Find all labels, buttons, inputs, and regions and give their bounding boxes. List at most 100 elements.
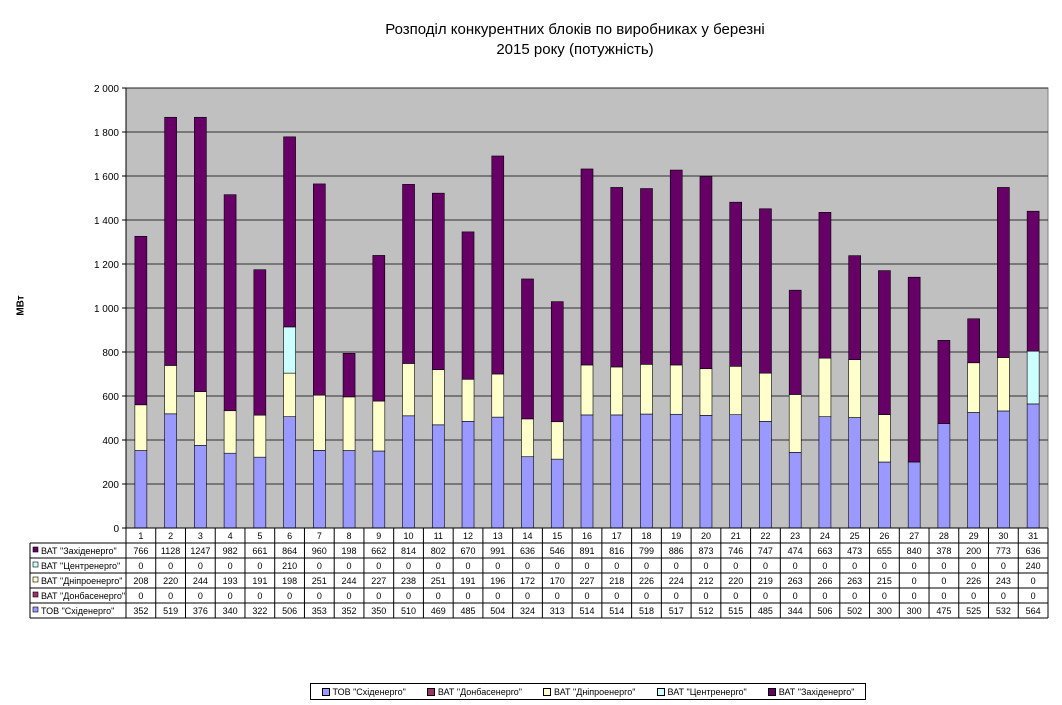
table-cell-value: 0 [882,591,887,601]
bar-segment [402,363,415,417]
x-category-label: 30 [998,531,1008,541]
y-tick-label: 1 400 [94,216,119,227]
table-cell-value: 655 [877,546,892,556]
table-cell-value: 670 [461,546,476,556]
table-cell-value: 799 [639,546,654,556]
bar-segment [878,270,891,416]
y-tick-label: 1 000 [94,304,119,315]
bar-segment [372,400,386,452]
legend-item: ВАТ "Донбасенерго" [426,687,522,697]
table-cell-value: 0 [525,561,530,571]
table-cell-value: 344 [788,606,803,616]
table-series-key [32,591,39,598]
bar-segment [491,416,505,529]
legend-swatch [656,687,665,696]
bar-segment [134,235,148,406]
table-cell-value: 0 [584,591,589,601]
table-cell-value: 0 [733,561,738,571]
table-cell-value: 227 [579,576,594,586]
table-series-key [32,546,39,553]
x-category-label: 26 [879,531,889,541]
table-cell-value: 0 [793,591,798,601]
bar-segment [788,452,802,529]
bar-segment [729,201,743,367]
chart-title: Розподіл конкурентних блоків по виробник… [300,20,850,60]
legend-item: ТОВ "Східенерго" [321,687,406,697]
bar-segment [1026,403,1040,529]
x-category-label: 11 [434,531,443,541]
table-cell-value: 0 [882,561,887,571]
bar-segment [283,416,296,529]
table-cell-value: 504 [490,606,505,616]
table-cell-value: 0 [376,591,381,601]
table-cell-value: 0 [525,591,530,601]
table-series-label: ВАТ "Донбасенерго" [41,591,125,601]
x-category-label: 27 [909,531,919,541]
bar-segment [521,456,534,529]
table-cell-value: 747 [758,546,773,556]
table-cell-value: 0 [763,561,768,571]
table-cell-value: 506 [817,606,832,616]
bar-segment [759,372,772,422]
table-cell-value: 864 [282,546,297,556]
x-category-label: 24 [820,531,830,541]
x-category-label: 19 [671,531,681,541]
table-cell-value: 0 [495,591,500,601]
table-series-label: ВАТ "Дніпроенерго" [41,576,122,586]
table-cell-value: 532 [996,606,1011,616]
legend-swatch [767,687,776,696]
bar-segment [937,340,951,424]
table-cell-value: 218 [609,576,624,586]
bar-segment [550,458,564,529]
chart-title-line1: Розподіл конкурентних блоків по виробник… [385,21,765,38]
table-cell-value: 469 [431,606,446,616]
table-cell-value: 1247 [190,546,210,556]
table-cell-value: 200 [966,546,981,556]
bar-segment [402,415,415,529]
x-category-label: 5 [257,531,262,541]
table-cell-value: 224 [669,576,684,586]
table-cell-value: 0 [138,561,143,571]
table-cell-value: 0 [852,591,857,601]
bar-segment [997,187,1010,358]
legend-item: ВАТ "Західенерго" [767,687,854,697]
bar-segment [253,414,267,458]
bar-segment [164,365,177,415]
bar-segment [431,192,445,370]
bar-segment [640,188,653,365]
bar-segment [1026,350,1040,405]
table-cell-value: 0 [1001,561,1006,571]
table-cell-value: 191 [461,576,476,586]
legend-swatch [321,687,330,696]
table-cell-value: 0 [971,591,976,601]
table-series-key [32,576,39,583]
table-cell-value: 0 [644,561,649,571]
table-cell-value: 352 [133,606,148,616]
table-cell-value: 525 [966,606,981,616]
table-cell-value: 766 [133,546,148,556]
table-cell-value: 263 [788,576,803,586]
table-cell-value: 802 [431,546,446,556]
table-series-key [32,606,39,613]
table-cell-value: 0 [168,561,173,571]
bar-segment [848,359,861,418]
table-cell-value: 840 [907,546,922,556]
table-cell-value: 991 [490,546,505,556]
table-cell-value: 0 [1031,591,1036,601]
bar-segment [937,423,951,529]
table-cell-value: 0 [912,591,917,601]
bar-segment [580,414,594,529]
bar-segment [223,194,237,412]
table-cell-value: 0 [763,591,768,601]
x-category-label: 28 [939,531,949,541]
bar-segment [967,362,980,413]
y-tick-label: 800 [102,348,119,359]
legend-label: ВАТ "Центренерго" [667,686,747,697]
table-cell-value: 475 [936,606,951,616]
table-cell-value: 0 [793,561,798,571]
table-cell-value: 891 [579,546,594,556]
legend-item: ВАТ "Центренерго" [656,686,747,697]
bar-segment [223,452,237,529]
table-cell-value: 510 [401,606,416,616]
